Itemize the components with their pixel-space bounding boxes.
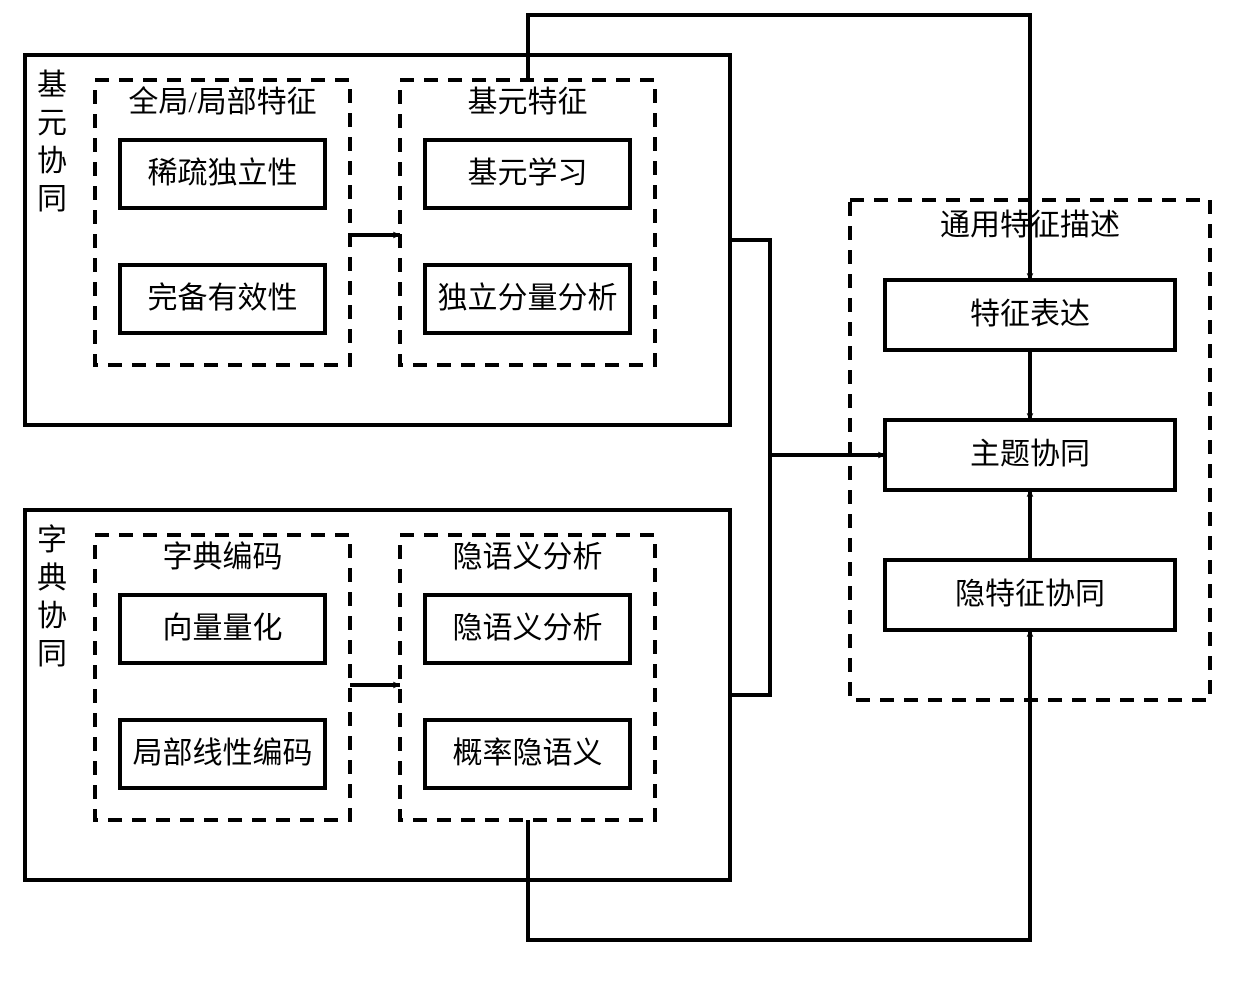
bottom-vertical-label: 字: [37, 524, 67, 557]
bottom-left-title: 字典编码: [163, 541, 283, 574]
connector-bottom-join: [730, 455, 770, 695]
bottom-outer-box: [25, 510, 730, 880]
bottom-vertical-label: 同: [37, 638, 67, 671]
top-vertical-label: 协: [37, 145, 67, 178]
top-right-title: 基元特征: [468, 86, 588, 119]
right-box-3-label: 隐特征协同: [955, 578, 1105, 611]
bottom-right-title: 隐语义分析: [453, 541, 603, 574]
top-right-box-b-label: 独立分量分析: [438, 282, 618, 315]
bottom-left-box-a-label: 向量量化: [163, 612, 283, 645]
bottom-left-box-b-label: 局部线性编码: [133, 737, 313, 770]
bottom-vertical-label: 协: [37, 600, 67, 633]
bottom-right-box-b-label: 概率隐语义: [453, 737, 603, 770]
top-left-box-b-label: 完备有效性: [148, 282, 298, 315]
top-left-box-a-label: 稀疏独立性: [148, 157, 298, 190]
top-left-title: 全局/局部特征: [128, 86, 316, 119]
right-box-1-label: 特征表达: [970, 298, 1090, 331]
top-vertical-label: 基: [37, 69, 67, 102]
top-vertical-label: 同: [37, 183, 67, 216]
connector-top-join: [730, 240, 770, 455]
right-box-2-label: 主题协同: [970, 438, 1090, 471]
bottom-vertical-label: 典: [37, 562, 67, 595]
top-vertical-label: 元: [37, 107, 67, 140]
bottom-right-box-a-label: 隐语义分析: [453, 612, 603, 645]
top-right-box-a-label: 基元学习: [468, 157, 588, 190]
